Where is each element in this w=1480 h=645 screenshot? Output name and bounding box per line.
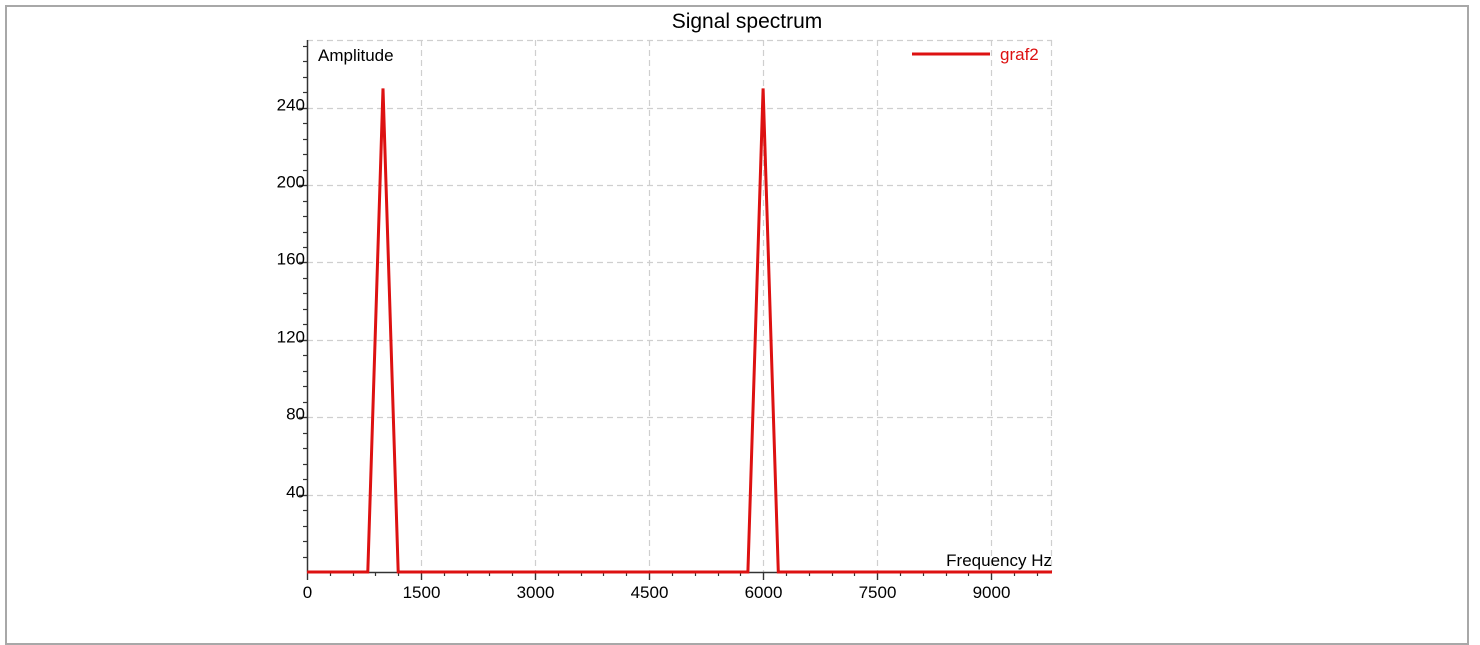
chart-frame (5, 5, 1469, 645)
legend: graf2 (912, 45, 1039, 64)
x-tick-label: 1500 (403, 583, 441, 602)
y-tick-label: 80 (286, 405, 305, 424)
series-line-graf2 (307, 88, 1052, 574)
x-tick-label: 7500 (859, 583, 897, 602)
y-tick-label: 40 (286, 483, 305, 502)
y-axis-title: Amplitude (318, 46, 394, 65)
x-axis-title: Frequency Hz (946, 551, 1052, 570)
x-tick-label: 4500 (631, 583, 669, 602)
y-tick-label: 160 (277, 250, 305, 269)
y-tick-label: 200 (277, 173, 305, 192)
chart-title: Signal spectrum (672, 10, 823, 33)
y-tick-label: 240 (277, 96, 305, 115)
x-tick-label: 0 (303, 583, 312, 602)
series-layer (307, 88, 1052, 574)
axes: 40 80 120 160 200 240 0 1500 3000 4500 6000 7500 900… (277, 40, 1052, 602)
legend-label-graf2: graf2 (1000, 45, 1039, 64)
x-tick-label: 3000 (517, 583, 555, 602)
y-tick-label: 120 (277, 328, 305, 347)
signal-spectrum-chart: Signal spectrum 40 80 120 160 200 240 0 1500 300… (277, 10, 1053, 602)
grid (307, 39, 1053, 572)
x-tick-label: 6000 (745, 583, 783, 602)
x-tick-label: 9000 (973, 583, 1011, 602)
